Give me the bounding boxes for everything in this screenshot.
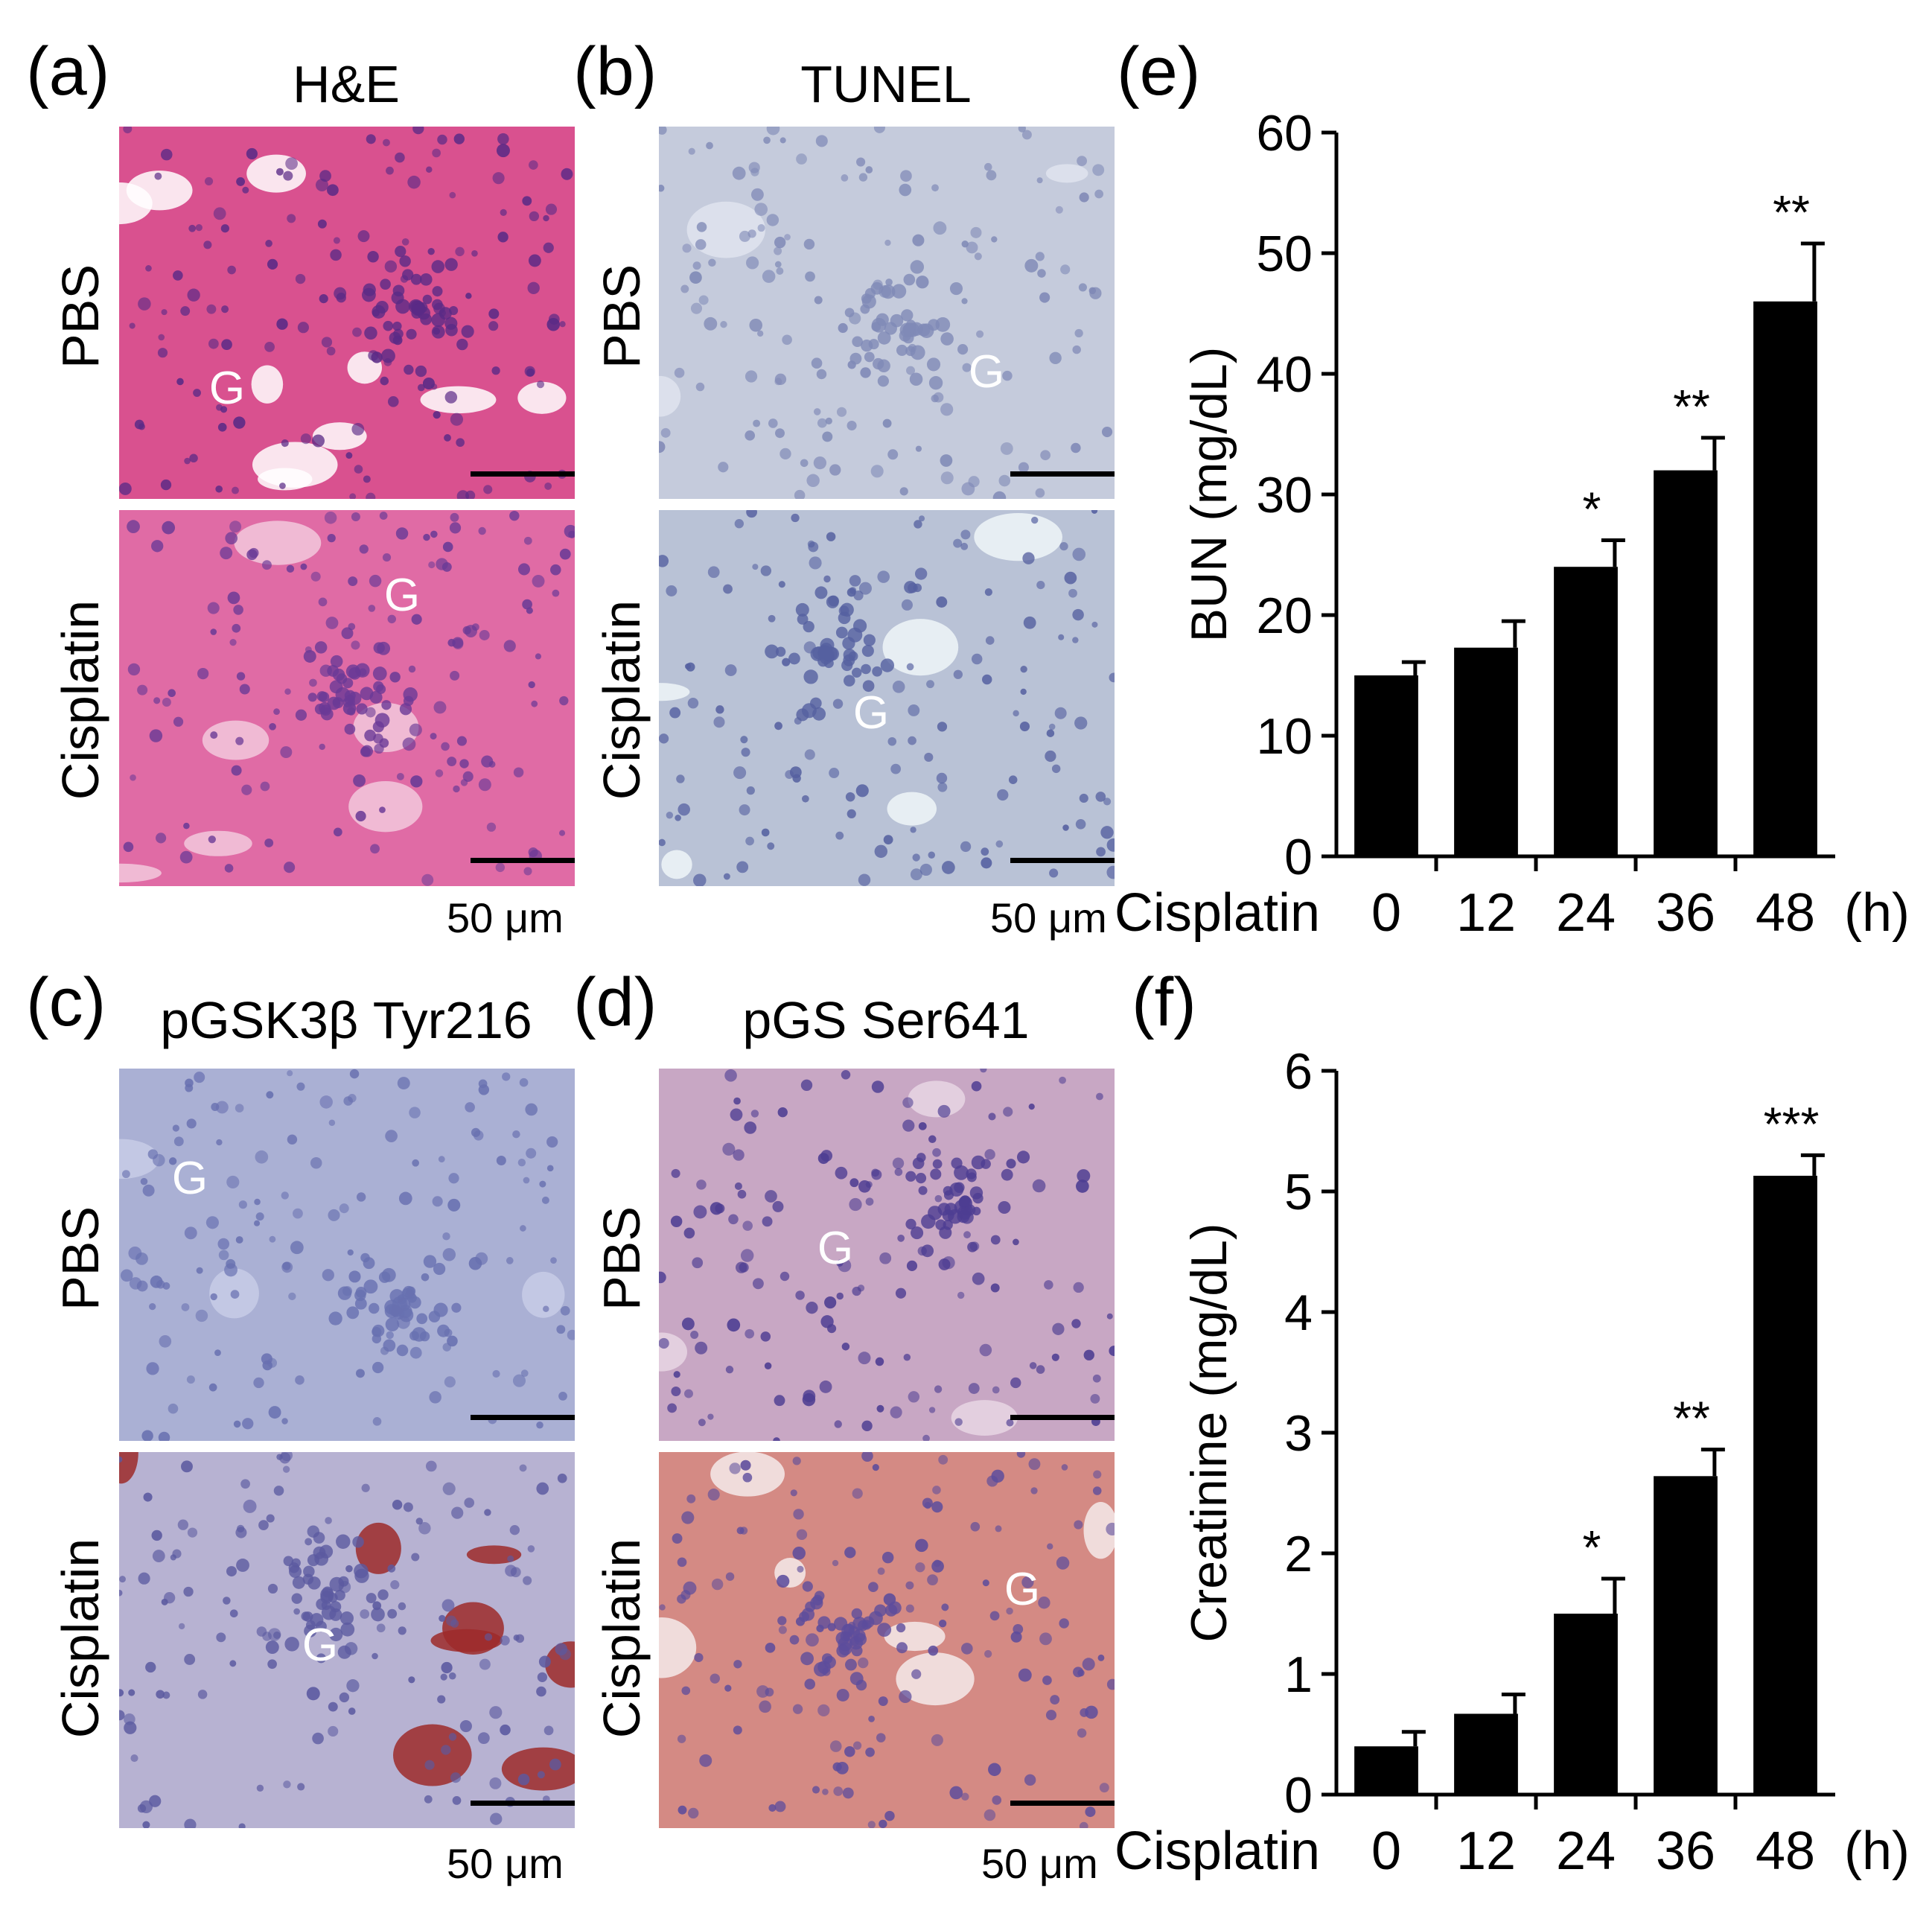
y-tick-label: 60 (1256, 105, 1313, 162)
micrograph-he-cisplatin (119, 510, 575, 886)
glomerulus-label: G (817, 1223, 854, 1274)
micrograph-pgs-cisplatin (659, 1452, 1115, 1828)
x-tick-label: 48 (1756, 883, 1815, 943)
y-axis-label: BUN (mg/dL) (1181, 347, 1237, 643)
stain-title-pgsk3b: pGSK3β Tyr216 (160, 991, 532, 1049)
glomerulus-label: G (1004, 1564, 1041, 1615)
bar (1354, 1746, 1418, 1795)
scale-bar-label: 50 μm (990, 894, 1107, 941)
significance-marker: ** (1673, 1392, 1710, 1445)
bar (1654, 470, 1718, 856)
y-tick-label: 1 (1284, 1646, 1313, 1703)
glomerulus-label: G (383, 570, 421, 621)
scale-bar (471, 1801, 575, 1806)
glomerulus-label: G (968, 346, 1005, 398)
panel-label-e: (e) (1117, 34, 1201, 109)
x-tick-label: 36 (1656, 883, 1715, 943)
y-axis-label: Creatinine (mg/dL) (1181, 1223, 1237, 1642)
scale-bar (1010, 1415, 1115, 1420)
panel-label-a: (a) (26, 34, 110, 109)
scale-bar-label: 50 μm (981, 1840, 1098, 1887)
bar (1753, 301, 1817, 856)
x-tick-label: 48 (1756, 1821, 1815, 1881)
y-tick-label: 4 (1284, 1285, 1313, 1341)
glomerulus-label: G (852, 687, 890, 739)
panel-label-c: (c) (26, 964, 106, 1040)
bar (1554, 1614, 1618, 1795)
y-tick-label: 6 (1284, 1043, 1313, 1100)
panel-label-d: (d) (573, 964, 657, 1040)
y-tick-label: 40 (1256, 346, 1313, 403)
x-axis-label: Cisplatin (1115, 1821, 1320, 1881)
x-axis-label: Cisplatin (1115, 883, 1320, 943)
x-tick-label: 0 (1371, 883, 1401, 943)
x-axis-unit: (h) (1844, 883, 1910, 943)
y-tick-label: 30 (1256, 467, 1313, 523)
scale-bar-label: 50 μm (447, 1840, 564, 1887)
scale-bar (1010, 471, 1115, 477)
significance-marker: ** (1673, 380, 1710, 433)
glomerulus-label: G (302, 1620, 339, 1671)
stain-title-pgs: pGS Ser641 (742, 991, 1030, 1049)
x-tick-label: 0 (1371, 1821, 1401, 1881)
micrograph-he-pbs (119, 127, 575, 499)
micrograph-pgs-pbs (659, 1069, 1115, 1441)
y-tick-label: 20 (1256, 588, 1313, 644)
x-tick-label: 36 (1656, 1821, 1715, 1881)
y-tick-label: 5 (1284, 1164, 1313, 1220)
x-tick-label: 24 (1556, 883, 1616, 943)
bar (1654, 1476, 1718, 1795)
micrograph-pgsk3b-pbs (119, 1069, 575, 1441)
significance-marker: * (1583, 483, 1601, 536)
x-tick-label: 12 (1456, 1821, 1516, 1881)
micrograph-tunel-pbs (659, 127, 1115, 499)
glomerulus-label: G (171, 1153, 208, 1204)
bar (1454, 647, 1518, 856)
significance-marker: * (1583, 1521, 1601, 1574)
y-tick-label: 50 (1256, 226, 1313, 282)
y-tick-label: 3 (1284, 1405, 1313, 1462)
y-tick-label: 2 (1284, 1526, 1313, 1582)
y-tick-label: 10 (1256, 708, 1313, 765)
scale-bar (471, 858, 575, 863)
x-axis-unit: (h) (1844, 1821, 1910, 1881)
stain-title-he: H&E (293, 55, 400, 113)
scale-bar (471, 1415, 575, 1420)
bar (1354, 675, 1418, 856)
panel-label-f: (f) (1132, 964, 1196, 1040)
bar (1554, 567, 1618, 856)
x-tick-label: 12 (1456, 883, 1516, 943)
x-tick-label: 24 (1556, 1821, 1616, 1881)
significance-marker: *** (1764, 1097, 1820, 1150)
scale-bar (1010, 858, 1115, 863)
glomerulus-label: G (208, 363, 246, 414)
micrograph-tunel-cisplatin (659, 510, 1115, 886)
scale-bar (1010, 1801, 1115, 1806)
y-tick-label: 0 (1284, 829, 1313, 885)
bar (1454, 1713, 1518, 1795)
scale-bar (471, 471, 575, 477)
scale-bar-label: 50 μm (447, 894, 564, 941)
panel-label-b: (b) (573, 34, 657, 109)
micrograph-pgsk3b-cisplatin (119, 1452, 575, 1828)
y-tick-label: 0 (1284, 1767, 1313, 1824)
chart-bun: 0 10 20 30 40 50 60 BUN (mg/dL) 0 12 * 24 ** 36 ** 48 Ci… (1115, 105, 1910, 943)
significance-marker: ** (1773, 185, 1810, 239)
bar (1753, 1175, 1817, 1795)
stain-title-tunel: TUNEL (800, 55, 972, 113)
